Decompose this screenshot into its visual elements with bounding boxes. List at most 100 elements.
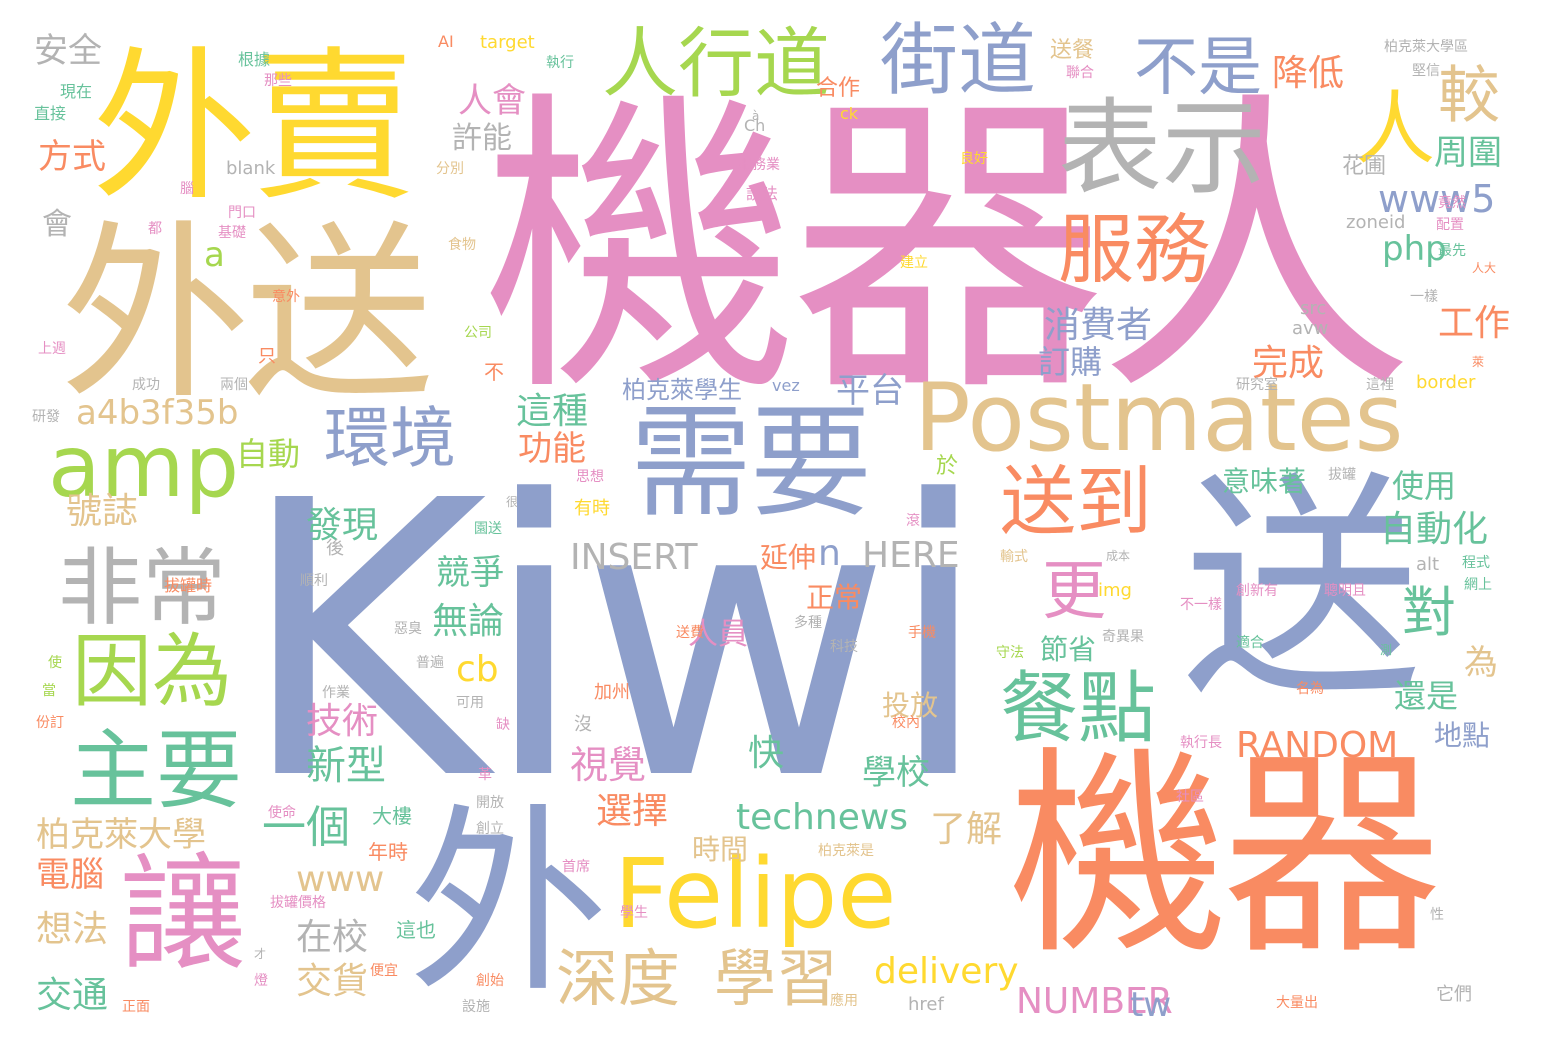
word-jishu: 技術 bbox=[306, 701, 379, 742]
word-fenhao: 份訂 bbox=[36, 715, 64, 731]
word-ren: 人 bbox=[1342, 86, 1435, 166]
word-chengshi: 程式 bbox=[1462, 555, 1490, 571]
word-songfei: 送費 bbox=[676, 625, 704, 641]
word-pianyi: 便宜 bbox=[370, 963, 398, 979]
word-fuwuye: 服務業 bbox=[738, 157, 780, 173]
word-zhijie: 直接 bbox=[34, 104, 67, 123]
word-jiaohuo: 交貨 bbox=[296, 961, 369, 1002]
word-a2: à bbox=[752, 109, 760, 123]
word-mingwei: 名為 bbox=[1296, 681, 1324, 697]
word-huanjing: 環境 bbox=[324, 400, 456, 477]
word-chenggong: 成功 bbox=[132, 377, 160, 393]
word-yu: 於 bbox=[936, 454, 959, 479]
word-nianshi: 年時 bbox=[368, 840, 408, 864]
word-qiyiguo: 奇異果 bbox=[1102, 629, 1144, 645]
word-zoneid: zoneid bbox=[1346, 212, 1406, 233]
word-lianhe: 聯合 bbox=[1066, 65, 1094, 81]
word-kuai: 快 bbox=[748, 733, 785, 774]
word-jiqi: 機器 bbox=[1008, 728, 1442, 984]
word-liaojie: 了解 bbox=[930, 809, 1003, 850]
word-yinwei: 因為 bbox=[72, 625, 232, 718]
word-shiyong: 使用 bbox=[1392, 467, 1457, 505]
word-ce: 測 bbox=[1380, 643, 1393, 657]
word-number: NUMBER bbox=[1016, 981, 1173, 1022]
word-dou: 都 bbox=[148, 221, 162, 237]
word-yanfa: 研發 bbox=[32, 409, 60, 425]
word-changzhu: 那些 bbox=[264, 73, 292, 89]
word-shendu: 深度 bbox=[556, 942, 681, 1015]
word-shequ: 社區 bbox=[1176, 789, 1204, 805]
word-shangzhou: 上週 bbox=[38, 341, 66, 357]
word-yige: 一個 bbox=[262, 802, 350, 853]
word-wai: 外 bbox=[408, 787, 609, 1020]
word-zuixian: 最先 bbox=[1438, 243, 1466, 259]
word-jianli: 建立 bbox=[900, 255, 928, 271]
word-target: target bbox=[480, 32, 535, 53]
word-daliang: 大量出 bbox=[1276, 995, 1318, 1011]
word-vez: vez bbox=[772, 376, 800, 395]
word-queshi: 缺 bbox=[496, 717, 510, 733]
word-yanshen: 延伸 bbox=[760, 541, 817, 574]
word-xing: 性 bbox=[1430, 907, 1444, 923]
word-zuoye: 作業 bbox=[322, 685, 350, 701]
word-a4b3f35b: a4b3f35b bbox=[76, 393, 239, 433]
word-php: php bbox=[1382, 229, 1447, 269]
word-na: 腦 bbox=[180, 181, 194, 197]
word-xuanze: 選擇 bbox=[596, 791, 669, 832]
word-fangshi: 方式 bbox=[38, 137, 106, 177]
word-xuyao: 需要 bbox=[630, 392, 872, 534]
word-dang: 當 bbox=[42, 683, 56, 699]
word-zaixiao: 在校 bbox=[296, 917, 369, 958]
word-jiqiren: 機器人 bbox=[482, 66, 1414, 434]
word-shijue: 視覺 bbox=[570, 743, 647, 787]
word-zhuyao: 主要 bbox=[70, 721, 242, 821]
word-chuangshi: 創始 bbox=[476, 973, 504, 989]
word-gun: 滾 bbox=[906, 513, 920, 529]
word-jiaotong: 交通 bbox=[36, 975, 109, 1016]
word-haozhi: 號誌 bbox=[66, 491, 139, 532]
word-lianghao: 良好 bbox=[960, 151, 988, 167]
word-delivery: delivery bbox=[874, 951, 1019, 992]
word-rang: 讓 bbox=[120, 841, 246, 988]
word-xuexiao: 學校 bbox=[862, 753, 930, 793]
word-ai: AI bbox=[438, 32, 454, 51]
word-blank: blank bbox=[226, 158, 276, 179]
word-songdao: 送到 bbox=[1000, 457, 1152, 546]
word-alt: alt bbox=[1416, 554, 1440, 575]
word-xiaofeizhe: 消費者 bbox=[1044, 305, 1153, 346]
word-shoufa: 守法 bbox=[996, 645, 1024, 661]
word-tw: tw bbox=[1130, 985, 1172, 1025]
word-waisong: 外送 bbox=[60, 204, 434, 425]
word-dui: 對 bbox=[1402, 581, 1456, 644]
word-amp: amp bbox=[48, 417, 240, 517]
word-fuwu: 服務 bbox=[1058, 205, 1210, 294]
word-geng: 更 bbox=[1042, 555, 1106, 629]
word-diannao: 電腦 bbox=[36, 855, 104, 895]
word-shouxi: 首席 bbox=[562, 859, 590, 875]
word-faxian: 發現 bbox=[306, 505, 379, 546]
word-lai: 萊 bbox=[1472, 355, 1485, 369]
word-duozhong: 多種 bbox=[794, 615, 822, 631]
word-gongsi: 公司 bbox=[464, 325, 492, 341]
word-jiesheng: 節省 bbox=[1040, 633, 1097, 666]
word-zheli: 這裡 bbox=[1366, 377, 1394, 393]
word-www5: www5 bbox=[1378, 177, 1496, 221]
word-haishi: 還是 bbox=[1394, 677, 1459, 715]
word-jiao: 較 bbox=[1427, 62, 1500, 124]
word-buyiyang: 不一樣 bbox=[1180, 597, 1222, 613]
word-yuansong: 園送 bbox=[474, 521, 502, 537]
word-yiweizhe: 意味著 bbox=[1222, 465, 1307, 498]
word-ch: Ch bbox=[744, 116, 766, 135]
word-zhi: 只 bbox=[258, 346, 276, 367]
word-chengben: 成本 bbox=[1106, 549, 1131, 563]
word-toufang: 投放 bbox=[882, 689, 939, 722]
word-tamen: 它們 bbox=[1436, 984, 1472, 1005]
word-baguanshi: 拔罐時 bbox=[164, 576, 213, 595]
word-avw: avw bbox=[1292, 318, 1329, 339]
word-hen: 很 bbox=[506, 495, 519, 509]
word-technews: technews bbox=[736, 797, 909, 838]
word-pingtai: 平台 bbox=[836, 371, 904, 411]
word-shijian: 時間 bbox=[692, 833, 749, 866]
word-jiazhou: 加州 bbox=[594, 682, 630, 703]
